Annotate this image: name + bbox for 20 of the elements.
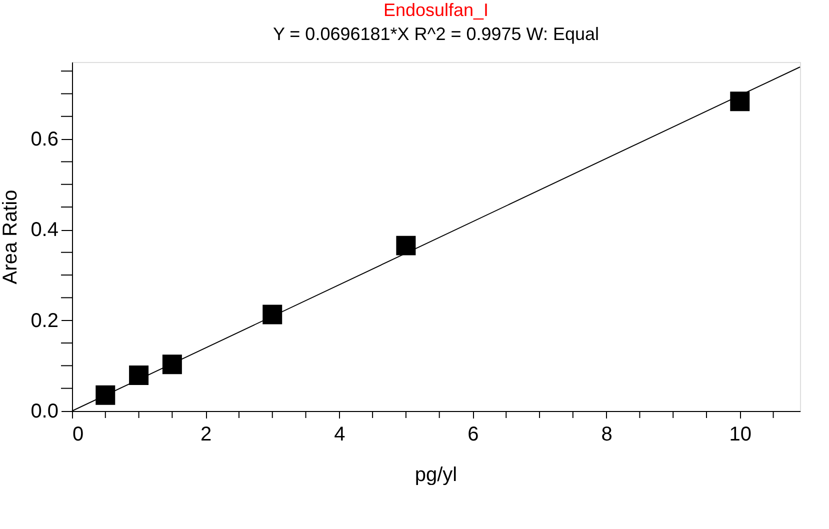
x-tick-label: 0 (72, 424, 84, 446)
x-tick-label: 2 (200, 424, 212, 446)
point (96, 385, 116, 405)
x-tick-label: 8 (601, 424, 612, 446)
x-axis-title: pg/yl (414, 464, 458, 486)
x-tick-label: 6 (468, 424, 479, 446)
point (162, 354, 182, 374)
y-tick-label: 0.6 (30, 128, 58, 151)
point (129, 365, 149, 385)
x-tick-label: 4 (334, 424, 346, 446)
y-tick-label: 0.0 (30, 400, 58, 422)
chart-subtitle: Y = 0.0696181*X R^2 = 0.9975 W: Equal (272, 24, 600, 44)
chart-title: Endosulfan_I (383, 0, 489, 20)
x-tick-label: 10 (729, 424, 752, 446)
y-axis-title: Area Ratio (0, 190, 22, 284)
y-tick-label: 0.4 (30, 219, 58, 242)
point (730, 92, 750, 112)
y-tick-label: 0.2 (30, 310, 58, 332)
point (262, 304, 282, 324)
point (396, 236, 416, 256)
